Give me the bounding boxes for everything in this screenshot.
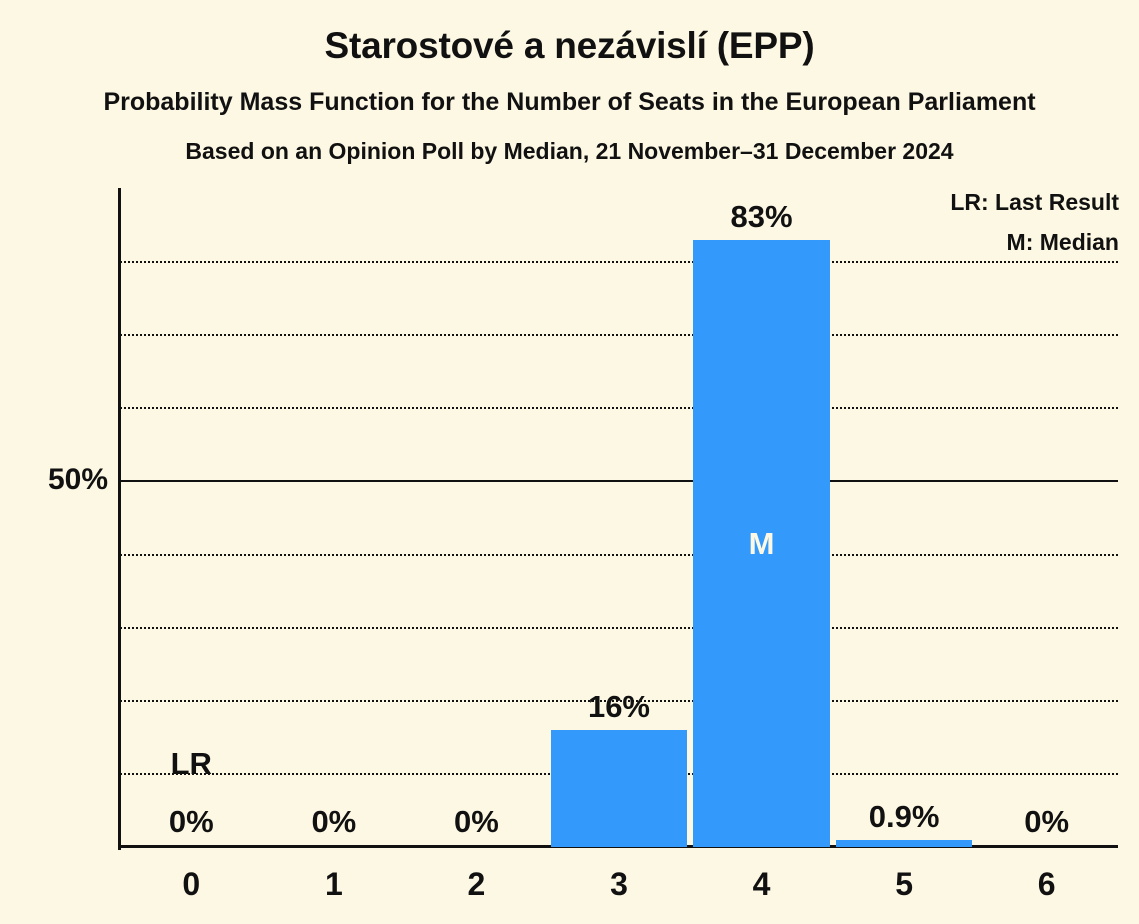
bar-4[interactable] [693, 240, 830, 847]
gridline [120, 261, 1118, 264]
bar-value-label-4: 83% [730, 199, 793, 235]
gridline [120, 699, 1118, 702]
marker-label-lr: LR [170, 746, 212, 781]
gridline [120, 480, 1118, 483]
chart-legend: LR: Last Result M: Median [950, 182, 1119, 262]
bar-5[interactable] [835, 840, 973, 847]
gridline [120, 626, 1118, 629]
y-axis-tick-label-50: 50% [47, 463, 108, 496]
x-tick-label-1: 1 [324, 866, 343, 902]
x-tick-label-4: 4 [752, 866, 771, 902]
bar-value-label-5: 0.9% [868, 799, 940, 835]
x-tick-label-3: 3 [610, 866, 628, 902]
legend-item-median: M: Median [1006, 229, 1119, 255]
bar-value-label-1: 0% [311, 804, 357, 839]
legend-item-last-result: LR: Last Result [950, 189, 1119, 215]
x-tick-label-6: 6 [1037, 866, 1056, 902]
bar-value-label-0: 0% [168, 804, 214, 839]
gridline [120, 334, 1118, 337]
x-tick-label-0: 0 [182, 866, 201, 902]
marker-label-m: M [748, 526, 775, 561]
plot-area [120, 188, 1118, 847]
bar-value-label-6: 0% [1024, 804, 1070, 839]
chart-header: Starostové a nezávislí (EPP) Probability… [0, 0, 1139, 178]
gridline [120, 553, 1118, 556]
page-title: Starostové a nezávislí (EPP) [324, 25, 815, 66]
x-tick-label-5: 5 [895, 866, 914, 902]
bar-value-label-2: 0% [454, 804, 499, 839]
gridline [120, 407, 1118, 410]
y-axis-line [118, 188, 121, 850]
chart-subtitle: Probability Mass Function for the Number… [103, 88, 1036, 116]
x-tick-label-2: 2 [467, 866, 486, 902]
bar-3[interactable] [550, 730, 688, 847]
bar-value-label-3: 16% [587, 689, 650, 725]
chart-source-note: Based on an Opinion Poll by Median, 21 N… [185, 138, 954, 164]
